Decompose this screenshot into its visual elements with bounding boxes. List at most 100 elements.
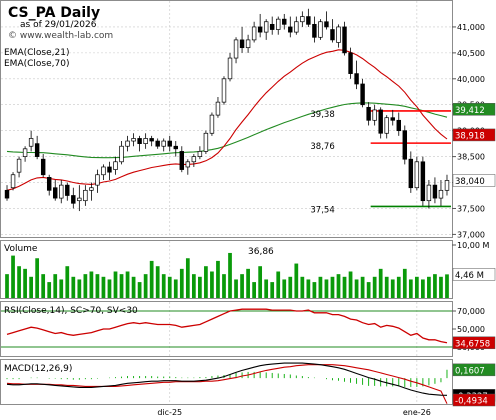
- price-tick-label: 37,500: [457, 204, 485, 213]
- candle-body: [65, 184, 70, 196]
- volume-bar: [29, 276, 33, 298]
- volume-bar: [161, 274, 166, 298]
- volume-bar: [270, 282, 275, 298]
- volume-bar: [5, 274, 9, 298]
- price-tick-label: 40,500: [457, 49, 485, 58]
- volume-bar: [246, 268, 250, 298]
- candle-body: [173, 145, 178, 150]
- price-last-value: 38,918: [455, 131, 485, 141]
- price-tick-label: 37,000: [457, 230, 485, 239]
- macd-last-value: -0,4934: [455, 397, 488, 407]
- candle-body: [342, 26, 347, 54]
- candle-body: [113, 161, 118, 170]
- volume-bar: [378, 268, 383, 298]
- volume-bar: [414, 276, 419, 298]
- volume-bar: [204, 266, 208, 298]
- volume-bar: [318, 276, 323, 298]
- volume-bar: [216, 260, 220, 298]
- volume-bar: [71, 276, 76, 298]
- candle-body: [276, 18, 281, 30]
- volume-bar: [41, 274, 46, 298]
- volume-bar: [324, 279, 329, 298]
- volume-bar: [113, 271, 118, 298]
- candle-body: [372, 109, 377, 121]
- candle-body: [10, 174, 16, 189]
- volume-bar: [421, 279, 425, 298]
- candle-body: [408, 158, 414, 189]
- volume-bar: [312, 282, 317, 298]
- candle-body: [4, 189, 10, 199]
- rsi-last-value: 34,6758: [455, 339, 490, 349]
- candle-body: [16, 158, 22, 173]
- x-axis-date-label: dic-25: [157, 408, 182, 417]
- macd-pane: [0, 359, 453, 405]
- candle-body: [269, 23, 275, 30]
- candle-body: [77, 197, 82, 202]
- macd-last-value-bg: [452, 363, 496, 377]
- candle-body: [179, 151, 185, 170]
- rsi-plot: [1, 308, 452, 348]
- volume-bar: [65, 266, 70, 298]
- volume-bar: [137, 282, 142, 298]
- candle-body: [34, 143, 40, 157]
- volume-bar: [408, 279, 413, 298]
- volume-bar: [264, 279, 269, 298]
- volume-bar: [330, 276, 335, 298]
- candle-body: [360, 83, 365, 106]
- volume-bar: [119, 274, 124, 298]
- volume-bar: [306, 279, 311, 298]
- candle-body: [149, 138, 154, 142]
- candle-body: [59, 184, 64, 199]
- volume-bar: [35, 258, 40, 298]
- candle-body: [432, 184, 438, 199]
- x-axis-date-label: ene-26: [403, 408, 431, 417]
- volume-annotation: 36,86: [248, 247, 274, 257]
- candle-body: [348, 52, 353, 74]
- candle-body: [227, 57, 233, 80]
- volume-bar: [360, 276, 365, 298]
- candle-body: [185, 161, 191, 168]
- candle-body: [324, 21, 329, 28]
- candle-body: [203, 132, 209, 152]
- candle-body: [161, 140, 166, 147]
- candle-body: [312, 23, 317, 38]
- volume-bar: [366, 282, 371, 298]
- volume-bar: [107, 279, 112, 298]
- candle-body: [288, 26, 293, 33]
- rsi-last-value-bg: [452, 336, 496, 350]
- axes: dic-25ene-2637,00037,50038,00038,50039,0…: [157, 23, 496, 417]
- candle-body: [155, 140, 160, 147]
- candle-body: [420, 161, 426, 202]
- candle-body: [438, 189, 444, 199]
- price-tick-label: 38,500: [457, 153, 485, 162]
- candle-body: [330, 29, 335, 41]
- volume-bar: [276, 271, 281, 298]
- candle-body: [378, 109, 383, 134]
- volume-bar: [294, 263, 299, 298]
- rsi-line: [6, 308, 448, 344]
- volume-bar: [17, 266, 21, 298]
- candle-body: [53, 187, 58, 199]
- volume-tick-label: 10,00 M: [457, 241, 489, 250]
- candle-body: [390, 117, 395, 121]
- price-last-value: 39,412: [455, 106, 485, 116]
- volume-bar: [167, 276, 172, 298]
- volume-bar: [342, 276, 347, 298]
- volume-bar: [95, 274, 100, 298]
- volume-bar: [191, 274, 196, 298]
- volume-bar: [89, 271, 94, 298]
- macd-plot: [6, 362, 448, 404]
- candle-body: [251, 26, 257, 41]
- volume-bar: [282, 279, 287, 298]
- candle-body: [125, 140, 130, 147]
- volume-bar: [384, 276, 389, 298]
- chart-title: CS_PA Daily: [8, 5, 100, 21]
- candle-body: [396, 119, 401, 132]
- legend-volume: Volume: [4, 244, 38, 254]
- volume-bar: [427, 276, 431, 298]
- candle-body: [366, 106, 371, 121]
- candle-body: [83, 189, 88, 202]
- volume-bar: [372, 276, 377, 298]
- resistance-level-label: 38,76: [310, 142, 334, 152]
- candle-body: [107, 166, 112, 173]
